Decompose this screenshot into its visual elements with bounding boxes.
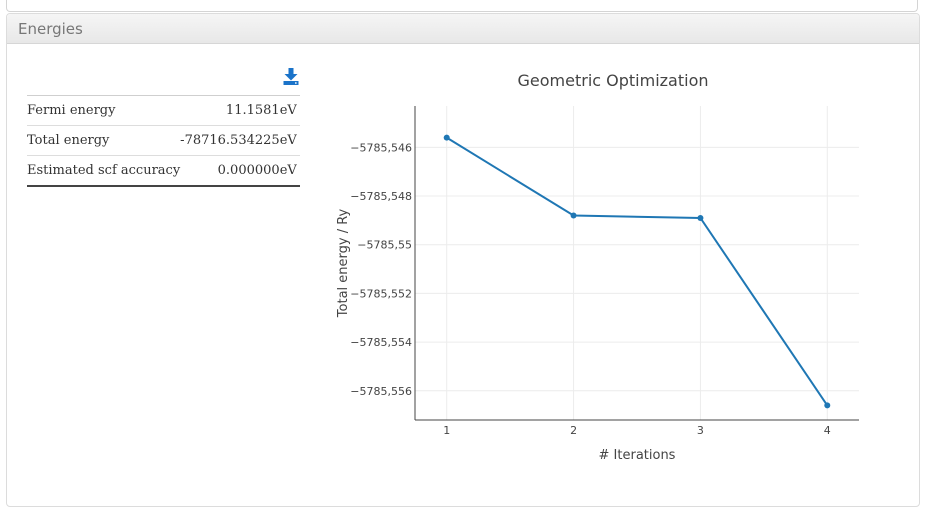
chart-title: Geometric Optimization xyxy=(518,71,709,90)
y-tick-label: −5785,546 xyxy=(350,141,412,154)
x-axis-label: # Iterations xyxy=(599,448,676,463)
y-tick-label: −5785,554 xyxy=(350,336,412,349)
series-line xyxy=(446,136,829,406)
table-row: Estimated scf accuracy 0.000000 eV xyxy=(27,155,300,186)
y-tick-label: −5785,552 xyxy=(350,287,412,300)
y-tick-label: −5785,556 xyxy=(350,385,412,398)
y-tick-labels: −5785,546 −5785,548 −5785,55 −5785,552 −5785… xyxy=(350,141,412,397)
row-unit: eV xyxy=(279,133,297,148)
x-tick-label: 4 xyxy=(824,424,831,437)
row-value: -78716.534225 xyxy=(180,133,280,148)
x-tick-label: 2 xyxy=(570,424,577,437)
chart-axes xyxy=(414,106,859,421)
row-unit: eV xyxy=(279,162,297,178)
row-label: Fermi energy xyxy=(27,103,116,118)
table-row: Total energy -78716.534225 eV xyxy=(27,125,300,156)
y-axis-label: Total energy / Ry xyxy=(336,208,351,318)
row-value: 0.000000 xyxy=(217,162,280,178)
x-tick-labels: 1 2 3 4 xyxy=(443,424,831,437)
data-point xyxy=(570,212,577,219)
x-tick-label: 3 xyxy=(697,424,704,437)
download-button[interactable] xyxy=(282,66,300,86)
data-point xyxy=(443,134,450,141)
energies-table: Fermi energy 11.1581 eV Total energy -78… xyxy=(27,95,300,187)
row-label: Estimated scf accuracy xyxy=(27,162,181,178)
row-unit: eV xyxy=(279,103,297,118)
energies-panel: Energies xyxy=(6,13,920,507)
y-tick-label: −5785,548 xyxy=(350,190,412,203)
y-tick-label: −5785,55 xyxy=(357,239,412,252)
chart-grid xyxy=(415,106,859,420)
previous-panel-edge xyxy=(6,0,918,12)
table-row: Fermi energy 11.1581 eV xyxy=(27,95,300,126)
data-point xyxy=(697,214,704,221)
download-icon xyxy=(283,68,299,85)
row-value: 11.1581 xyxy=(225,103,280,118)
panel-heading[interactable]: Energies xyxy=(7,14,919,44)
data-point xyxy=(824,402,831,409)
energy-chart[interactable]: Geometric Optimization −5785,546−5785,54… xyxy=(320,60,900,480)
x-tick-label: 1 xyxy=(443,424,450,437)
chart-series[interactable] xyxy=(443,134,831,409)
row-label: Total energy xyxy=(27,133,110,148)
